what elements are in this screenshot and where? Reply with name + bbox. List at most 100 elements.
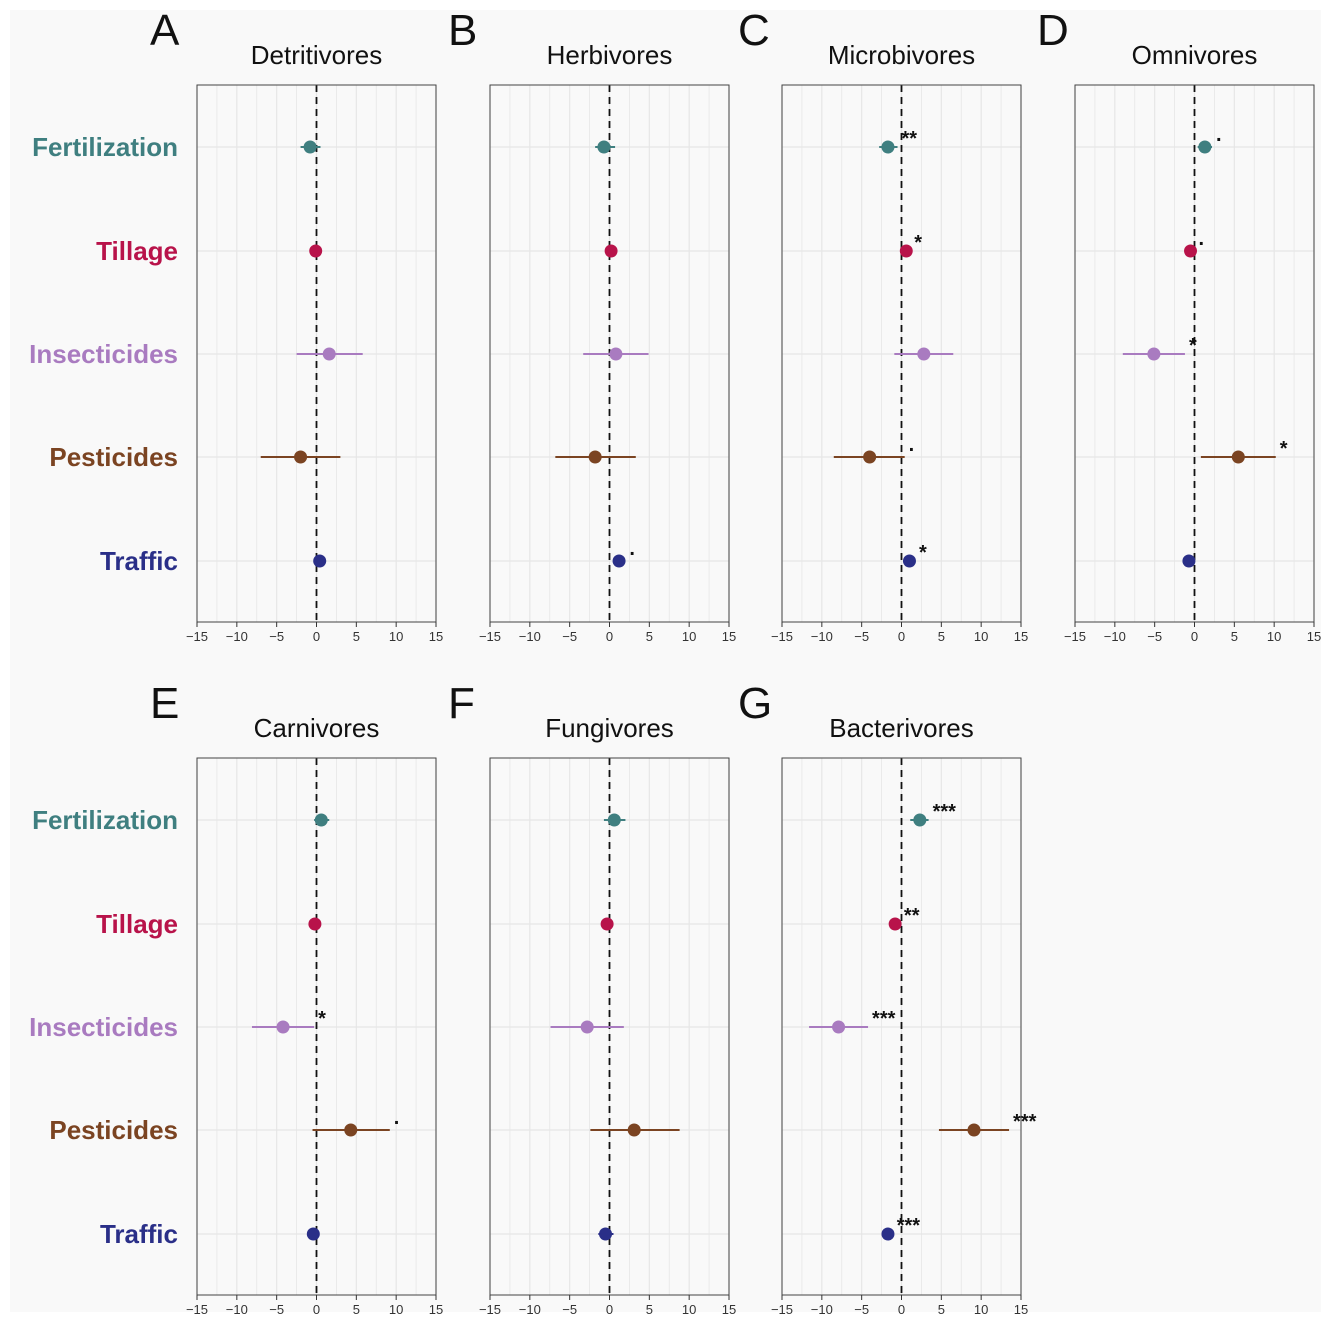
x-tick-label: 5	[353, 629, 360, 644]
x-tick-label: 5	[646, 629, 653, 644]
panel-letter: B	[448, 6, 477, 55]
panel-detritivores: A Detritivores −15 −10 −5 0 5 10 15	[150, 6, 443, 644]
x-tick-label: 10	[389, 1302, 403, 1317]
estimate-point	[863, 450, 877, 464]
estimate-point	[294, 450, 308, 464]
x-tick-label: 0	[1191, 629, 1198, 644]
x-tick-label: −15	[1064, 629, 1086, 644]
x-tick-label: −5	[854, 629, 869, 644]
x-tick-label: 10	[974, 629, 988, 644]
x-tick-label: −15	[771, 1302, 793, 1317]
estimate-point	[881, 1227, 895, 1241]
x-tick-label: −10	[226, 1302, 248, 1317]
significance-label: .	[629, 538, 635, 560]
significance-label: *	[1280, 438, 1288, 460]
x-tick-label: −10	[1104, 629, 1126, 644]
estimate-point	[588, 450, 602, 464]
estimate-point	[322, 347, 336, 361]
estimate-point	[600, 917, 614, 931]
x-tick-label: −10	[519, 1302, 541, 1317]
row-label-fertilization: Fertilization	[32, 132, 178, 162]
estimate-point	[607, 813, 621, 827]
estimate-point	[899, 244, 913, 258]
panel-title: Fungivores	[545, 713, 674, 743]
estimate-point	[344, 1123, 358, 1137]
panel-letter: A	[150, 6, 180, 55]
estimate-point	[604, 244, 618, 258]
estimate-point	[881, 140, 895, 154]
row-label-fertilization: Fertilization	[32, 805, 178, 835]
row-label-insecticides: Insecticides	[29, 339, 178, 369]
significance-label: .	[1216, 124, 1222, 146]
estimate-point	[609, 347, 623, 361]
x-tick-label: −10	[519, 629, 541, 644]
panel-carnivores: E Carnivores *. −15 −10 −5 0 5 10 15	[150, 679, 443, 1317]
row-label-traffic: Traffic	[100, 546, 178, 576]
row-label-pesticides: Pesticides	[49, 442, 178, 472]
x-tick-label: 5	[646, 1302, 653, 1317]
panel-letter: G	[738, 679, 772, 728]
row-label-insecticides: Insecticides	[29, 1012, 178, 1042]
panel-title: Carnivores	[254, 713, 380, 743]
panel-letter: C	[738, 6, 770, 55]
estimate-point	[597, 140, 611, 154]
x-tick-label: 0	[898, 1302, 905, 1317]
x-tick-label: 15	[429, 629, 443, 644]
x-tick-label: 0	[313, 629, 320, 644]
x-tick-label: 5	[1231, 629, 1238, 644]
estimate-point	[913, 813, 927, 827]
row-label-pesticides: Pesticides	[49, 1115, 178, 1145]
estimate-point	[1184, 244, 1198, 258]
panel-omnivores: D Omnivores.. * * −15 −10 −5 0 5 10 15	[1037, 6, 1321, 644]
significance-label: .	[909, 434, 915, 456]
significance-label: *	[1189, 335, 1197, 357]
x-tick-label: 10	[682, 1302, 696, 1317]
significance-label: *	[919, 542, 927, 564]
estimate-point	[309, 244, 323, 258]
estimate-point	[306, 1227, 320, 1241]
row-labels: Fertilization Tillage Insecticides Pesticid…	[29, 132, 178, 576]
estimate-point	[313, 554, 327, 568]
significance-label: ***	[1013, 1111, 1037, 1133]
significance-label: ***	[933, 801, 957, 823]
x-tick-label: −10	[226, 629, 248, 644]
x-tick-label: 5	[938, 629, 945, 644]
estimate-point	[1182, 554, 1196, 568]
estimate-point	[276, 1020, 290, 1034]
row-label-tillage: Tillage	[96, 909, 178, 939]
x-tick-label: −5	[562, 1302, 577, 1317]
x-tick-label: −10	[811, 629, 833, 644]
estimate-point	[308, 917, 322, 931]
estimate-point	[627, 1123, 641, 1137]
significance-label: ***	[872, 1008, 896, 1030]
estimate-point	[580, 1020, 594, 1034]
x-tick-label: −5	[1147, 629, 1162, 644]
x-tick-label: 0	[313, 1302, 320, 1317]
x-tick-label: 15	[1307, 629, 1321, 644]
estimate-point	[303, 140, 317, 154]
estimate-point	[902, 554, 916, 568]
row-labels: Fertilization Tillage Insecticides Pesticid…	[29, 805, 178, 1249]
estimate-point	[1198, 140, 1212, 154]
x-tick-label: −15	[479, 1302, 501, 1317]
row-label-tillage: Tillage	[96, 236, 178, 266]
estimate-point	[599, 1227, 613, 1241]
significance-label: .	[1199, 228, 1205, 250]
x-tick-label: 5	[938, 1302, 945, 1317]
x-tick-label: −10	[811, 1302, 833, 1317]
estimate-point	[1147, 347, 1161, 361]
x-tick-label: 15	[722, 629, 736, 644]
estimate-point	[888, 917, 902, 931]
x-tick-label: 5	[353, 1302, 360, 1317]
x-tick-label: −5	[269, 1302, 284, 1317]
x-tick-label: 10	[389, 629, 403, 644]
x-tick-label: 0	[606, 1302, 613, 1317]
x-tick-label: −5	[269, 629, 284, 644]
significance-label: *	[318, 1008, 326, 1030]
significance-label: ***	[897, 1215, 921, 1237]
x-tick-label: 0	[606, 629, 613, 644]
significance-label: **	[902, 128, 918, 150]
x-tick-label: 0	[898, 629, 905, 644]
panel-title: Bacterivores	[829, 713, 974, 743]
